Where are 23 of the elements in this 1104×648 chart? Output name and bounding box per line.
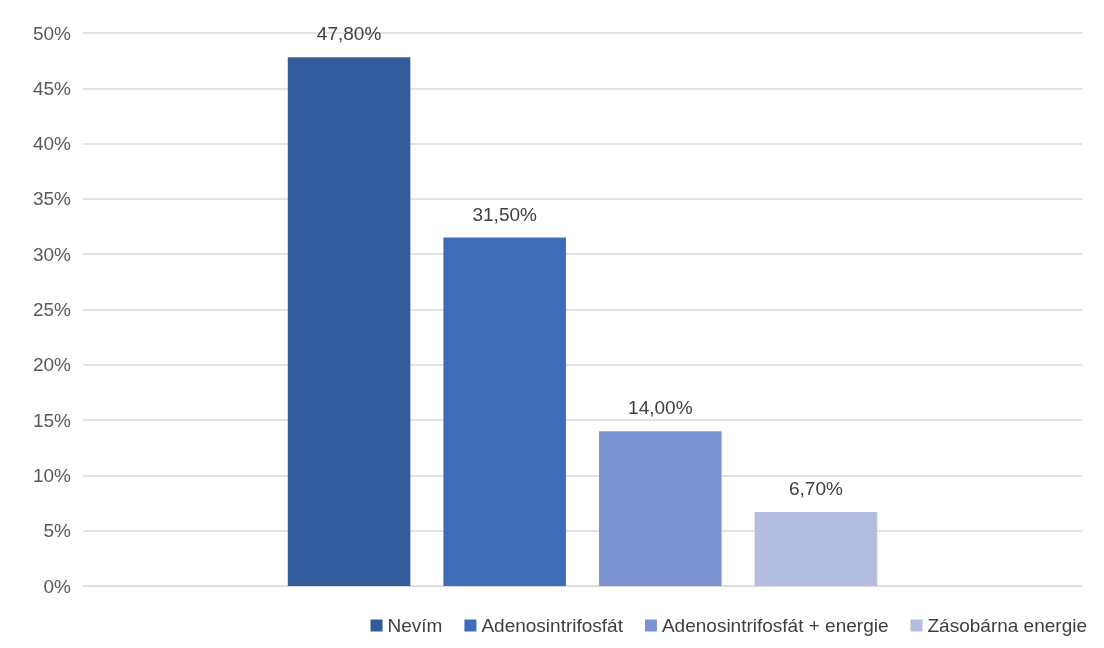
y-tick-label: 50% xyxy=(32,22,72,44)
y-tick-label: 25% xyxy=(32,299,72,320)
y-tick-label: 0% xyxy=(43,575,72,597)
legend-label: Adenosintrifosfát + energie xyxy=(661,615,889,636)
legend-label: Adenosintrifosfát xyxy=(481,615,624,636)
data-label: 47,80% xyxy=(316,23,382,45)
y-tick-label: 5% xyxy=(43,520,72,542)
data-label: 6,70% xyxy=(789,477,843,499)
y-tick-label: 15% xyxy=(32,409,72,431)
data-label: 31,50% xyxy=(472,203,538,225)
y-tick-label: 45% xyxy=(32,77,72,99)
bar xyxy=(287,57,411,586)
legend-label: Nevím xyxy=(387,615,443,636)
y-tick-label: 35% xyxy=(32,188,72,210)
y-tick-label: 10% xyxy=(32,464,72,486)
y-tick-label: 30% xyxy=(32,243,72,265)
y-tick-label: 20% xyxy=(32,354,72,376)
data-label: 14,00% xyxy=(628,397,693,419)
y-tick-label: 40% xyxy=(32,133,72,155)
bar xyxy=(599,431,722,586)
legend-label: Zásobárna energie xyxy=(927,615,1087,636)
bar xyxy=(754,511,878,586)
bar xyxy=(443,237,566,586)
